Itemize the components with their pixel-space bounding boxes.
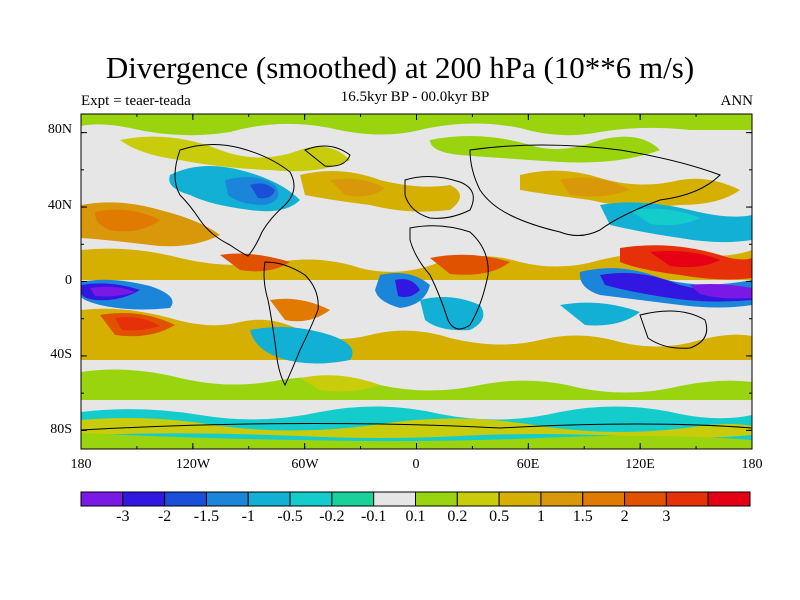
colorbar-label: 0.1	[405, 508, 426, 525]
colorbar-label: -2	[157, 508, 172, 525]
colorbar-label: -1.5	[193, 508, 220, 525]
colorbar	[80, 491, 751, 507]
colorbar-label: 0.2	[447, 508, 468, 525]
colorbar-label: 3	[662, 508, 671, 525]
lat-label-40n: 40N	[47, 198, 72, 213]
lat-label-80s: 80S	[50, 422, 72, 437]
plot-title: Divergence (smoothed) at 200 hPa (10**6 …	[105, 50, 695, 85]
coastlines	[81, 144, 752, 431]
colorbar-swatch	[289, 491, 333, 507]
colorbar-label: -3	[116, 508, 130, 525]
colorbar-swatch	[80, 491, 124, 507]
colorbar-swatch	[624, 491, 667, 507]
lat-label-80n: 80N	[47, 122, 72, 137]
lon-label-120w: 120W	[175, 457, 211, 472]
colorbar-label: 1.5	[572, 508, 593, 525]
colorbar-swatch	[205, 491, 249, 507]
colorbar-label: -0.2	[319, 508, 345, 525]
colorbar-swatch	[582, 491, 626, 507]
lon-label-120e: 120E	[625, 457, 655, 472]
colorbar-swatch	[540, 491, 584, 507]
lat-label-0: 0	[65, 273, 72, 288]
colorbar-swatch	[164, 491, 207, 507]
colorbar-swatch	[498, 491, 542, 507]
lon-label-0: 0	[412, 457, 420, 472]
lat-label-40s: 40S	[50, 347, 72, 362]
filled-contours	[81, 114, 752, 449]
colorbar-label: -0.5	[277, 508, 303, 525]
colorbar-label: 0.5	[489, 508, 510, 525]
lon-label-60e: 60E	[516, 457, 540, 472]
lon-label-180w: 180	[70, 457, 92, 472]
season-label: ANN	[720, 93, 754, 109]
colorbar-swatch	[707, 491, 751, 507]
lon-label-60w: 60W	[291, 457, 319, 472]
colorbar-swatch	[415, 491, 458, 507]
colorbar-swatch	[456, 491, 500, 507]
axis-ticks	[80, 114, 753, 449]
lon-label-180e: 180	[741, 457, 763, 472]
experiment-label: Expt = teaer-teada	[81, 93, 191, 109]
colorbar-swatch	[331, 491, 375, 507]
colorbar-swatch	[122, 491, 166, 507]
colorbar-label: 1	[536, 508, 545, 525]
subtitle: 16.5kyr BP - 00.0kyr BP	[340, 89, 490, 105]
colorbar-label: 2	[620, 508, 629, 525]
colorbar-label: -1	[241, 508, 255, 525]
colorbar-swatch	[373, 491, 416, 507]
colorbar-swatch	[665, 491, 709, 507]
colorbar-label: -0.1	[361, 508, 387, 525]
colorbar-swatch	[247, 491, 291, 507]
